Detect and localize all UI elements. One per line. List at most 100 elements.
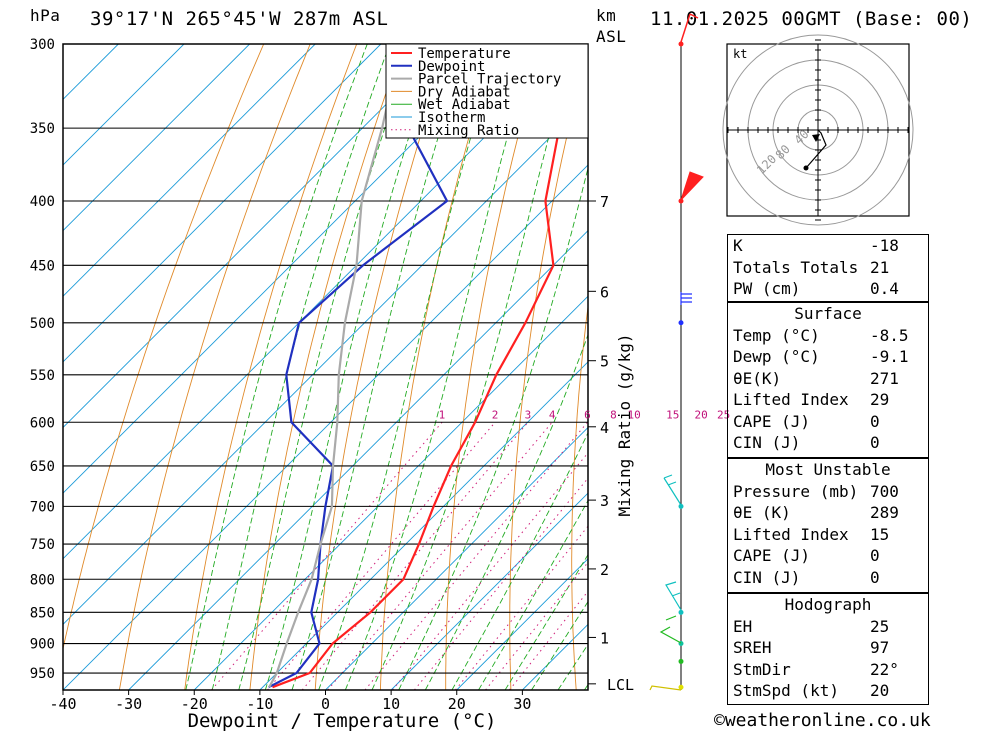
mixing-ratio-label: 6 <box>584 408 591 421</box>
index-value: 0 <box>870 567 880 587</box>
isotherm-line <box>63 44 513 494</box>
isotherm-line <box>259 361 588 690</box>
wind-barb <box>680 292 692 305</box>
hodograph-point <box>803 165 809 171</box>
table-section-title: Hodograph <box>784 595 872 614</box>
mixing-ratio-label: 8 <box>610 408 617 421</box>
km-label: km <box>596 6 617 25</box>
wet-adiabat-line <box>344 44 535 690</box>
wind-barb <box>665 581 682 611</box>
isotherm-line <box>390 492 588 690</box>
hodograph-row: SREH 97 <box>728 637 928 659</box>
index-value: 0 <box>870 546 880 565</box>
index-row: K -18 <box>728 235 928 257</box>
mixing-ratio-line <box>485 561 588 690</box>
dry-adiabat-line <box>509 47 588 690</box>
index-label: Lifted Index <box>733 524 849 544</box>
wind-level-dot <box>678 198 684 204</box>
pressure-tick-label: 400 <box>30 194 55 210</box>
index-label: CAPE (J) <box>733 546 811 565</box>
index-label: Totals Totals <box>733 257 859 277</box>
dry-adiabat-line <box>445 44 544 690</box>
mixing-ratio-label: 15 <box>666 408 679 421</box>
hodograph-row: StmSpd (kt) 20 <box>728 680 928 702</box>
index-label: Temp (°C) <box>733 325 820 345</box>
km-tick-label: 7 <box>600 193 609 211</box>
wet-adiabat-line <box>451 431 588 690</box>
km-tick-label: 6 <box>600 283 609 301</box>
hodograph-row: EH 25 <box>728 616 928 638</box>
wind-level-dot <box>678 503 684 509</box>
most-unstable-row: CAPE (J) 0 <box>728 545 928 567</box>
plot-frame <box>62 43 589 691</box>
km-tick-label: 3 <box>600 492 609 510</box>
location-title: 39°17'N 265°45'W 287m ASL <box>90 8 389 30</box>
surface-row: CAPE (J) 0 <box>728 411 928 433</box>
most-unstable-row: θE (K) 289 <box>728 502 928 524</box>
isotherm-line <box>63 98 588 626</box>
wet-adiabat-line <box>291 44 468 690</box>
mixing-ratio-label: 1 <box>439 408 446 421</box>
mixing-ratio-label: 25 <box>717 408 730 421</box>
isotherm-line <box>456 558 588 690</box>
isotherm-line <box>63 44 250 232</box>
index-value: 15 <box>870 524 890 544</box>
legend-entry: Isotherm <box>418 110 485 126</box>
x-tick-label: -20 <box>181 695 208 713</box>
wet-adiabat-line <box>211 44 391 690</box>
x-tick-label: -30 <box>115 695 142 713</box>
dry-adiabat-line <box>571 303 588 690</box>
wet-adiabat-line <box>371 44 575 690</box>
pressure-tick-label: 500 <box>30 316 55 332</box>
index-label: EH <box>733 616 753 636</box>
isotherm-line <box>63 164 588 690</box>
hodograph-table: Hodograph EH 25 SREH 97 StmDir 22° StmSpd (kt) 2… <box>727 593 929 705</box>
km-tick-label: LCL <box>607 676 634 694</box>
pressure-tick-label: 700 <box>30 499 55 515</box>
dry-adiabat-line <box>249 44 404 690</box>
wind-barb <box>680 171 704 201</box>
index-label: StmDir <box>733 659 791 679</box>
isotherm-line <box>63 44 382 363</box>
isotherm-line <box>193 295 588 690</box>
index-label: PW (cm) <box>733 279 801 298</box>
wind-level-dot <box>678 684 684 690</box>
datetime-title: 11.01.2025 00GMT (Base: 00) <box>650 8 973 30</box>
series-parcel-trajectory <box>268 44 402 688</box>
index-value: 97 <box>870 638 890 657</box>
index-value: 0 <box>870 411 880 431</box>
index-value: 289 <box>870 503 899 522</box>
index-value: 21 <box>870 257 890 277</box>
pressure-tick-label: 900 <box>30 637 55 653</box>
isotherm-line <box>325 426 588 690</box>
x-tick-label: -10 <box>246 695 273 713</box>
isotherm-line <box>128 229 588 690</box>
mixing-ratio-line <box>327 421 553 690</box>
index-value: 29 <box>870 390 890 409</box>
storm-motion-marker <box>812 134 820 142</box>
dry-adiabat-line <box>314 44 451 690</box>
wet-adiabat-line <box>185 44 368 690</box>
mixing-ratio-line <box>267 421 496 690</box>
index-value: -8.5 <box>870 325 909 345</box>
legend-entry: Mixing Ratio <box>418 123 519 139</box>
index-row: Totals Totals 21 <box>728 257 928 279</box>
wet-adiabat-line <box>478 499 588 690</box>
wind-level-dot <box>678 320 684 326</box>
wind-barb <box>663 474 682 506</box>
x-axis-title: Dewpoint / Temperature (°C) <box>188 710 497 732</box>
legend-entry: Temperature <box>418 46 511 62</box>
wet-adiabat-line <box>238 44 415 690</box>
isotherm-line <box>63 44 119 101</box>
index-label: StmSpd (kt) <box>733 681 839 700</box>
pressure-tick-label: 750 <box>30 537 55 553</box>
legend-entry: Wet Adiabat <box>418 97 511 113</box>
km-tick-label: 5 <box>600 353 609 371</box>
surface-row: CIN (J) 0 <box>728 432 928 454</box>
index-label: CAPE (J) <box>733 411 811 431</box>
index-label: CIN (J) <box>733 433 801 452</box>
wind-level-dot <box>678 609 684 615</box>
index-value: -9.1 <box>870 347 909 366</box>
surface-row: θE(K) 271 <box>728 368 928 390</box>
hodograph-ring <box>722 34 914 226</box>
